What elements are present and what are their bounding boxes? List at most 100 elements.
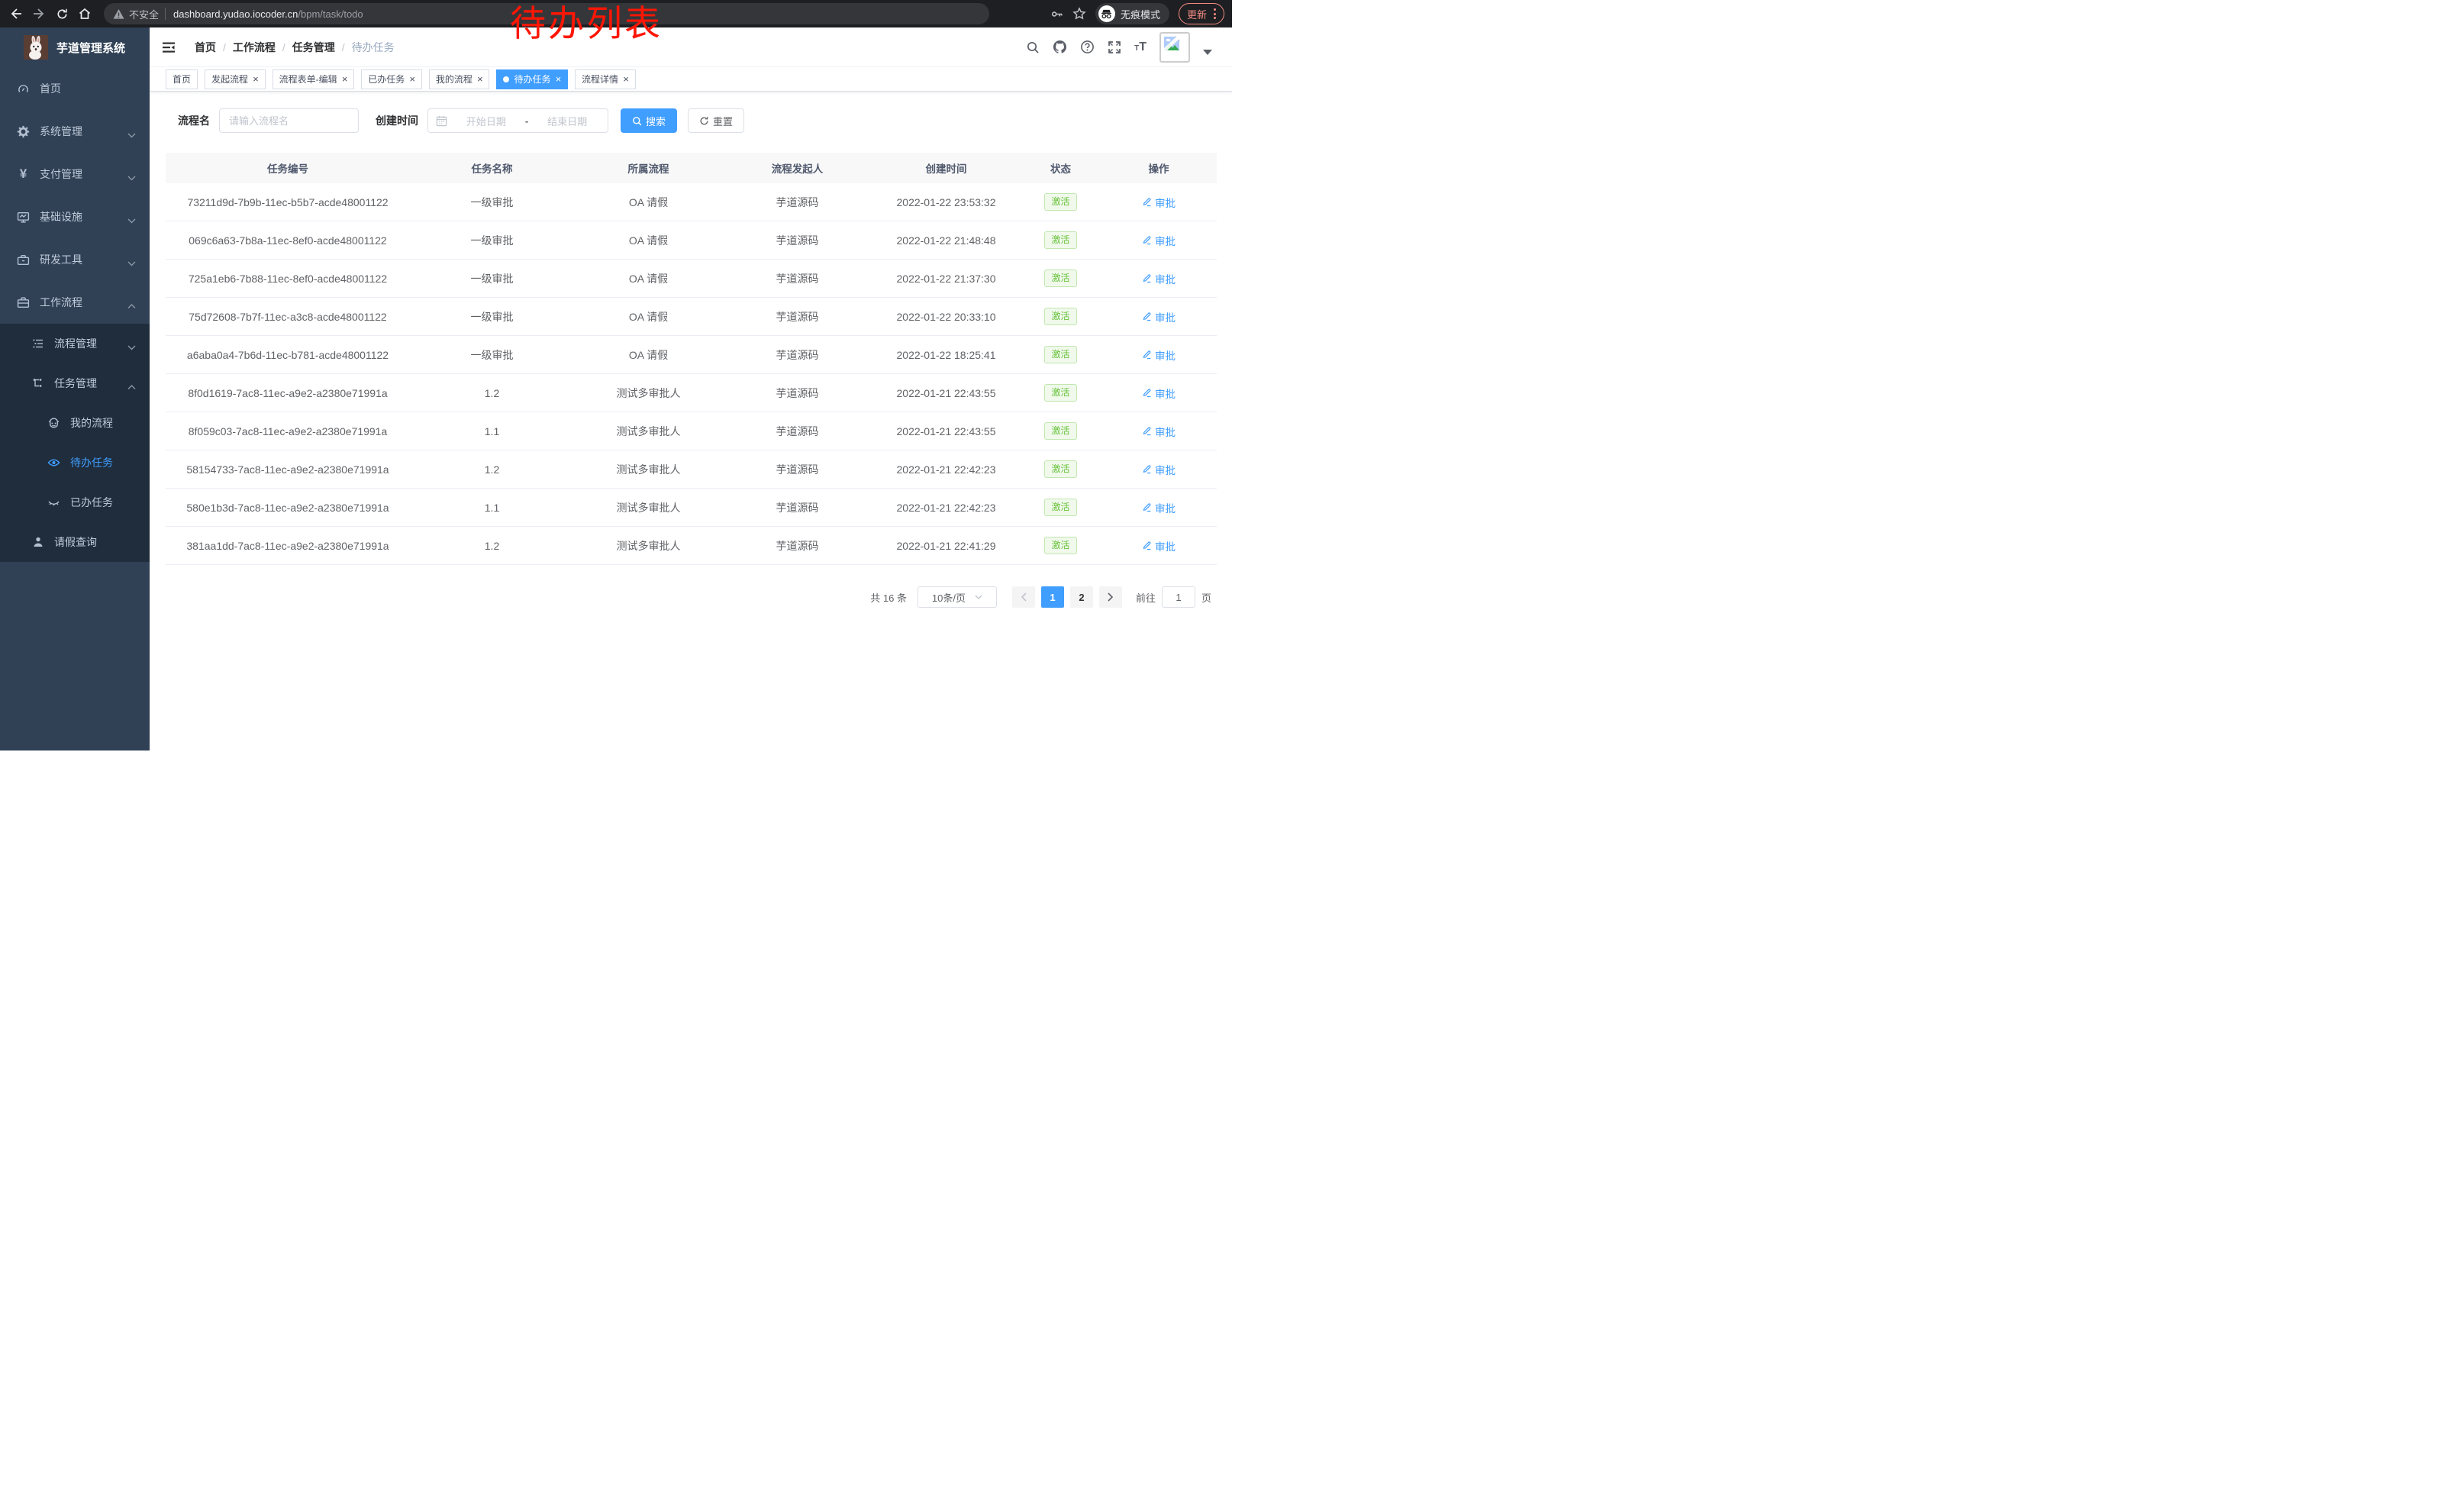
sidebar-item-pay[interactable]: ¥ 支付管理 — [0, 153, 150, 195]
page-number-button[interactable]: 1 — [1040, 586, 1064, 608]
approve-link[interactable]: 审批 — [1142, 538, 1176, 554]
browser-forward-button[interactable] — [27, 2, 50, 25]
cell-create-time: 2022-01-22 21:37:30 — [872, 259, 1021, 298]
status-badge: 激活 — [1044, 346, 1077, 363]
reset-button[interactable]: 重置 — [688, 108, 745, 133]
tab-item[interactable]: 首页 — [166, 69, 198, 89]
tab-item[interactable]: 已办任务 × — [361, 69, 422, 89]
approve-link[interactable]: 审批 — [1142, 386, 1176, 401]
search-button[interactable]: 搜索 — [621, 108, 678, 133]
search-icon[interactable] — [1026, 40, 1040, 54]
page-size-select[interactable]: 10条/页 — [917, 586, 997, 608]
table-row: 8f059c03-7ac8-11ec-a9e2-a2380e71991a 1.1 测… — [166, 412, 1217, 450]
cell-starter: 芋道源码 — [723, 183, 872, 221]
chevron-right-icon — [1108, 592, 1114, 602]
cell-status: 激活 — [1021, 221, 1101, 260]
user-avatar-broken-image[interactable] — [1159, 31, 1190, 63]
sidebar-item-infra[interactable]: 基础设施 — [0, 195, 150, 238]
app-logo[interactable]: 芋道管理系统 — [0, 27, 150, 67]
tab-item[interactable]: 发起流程 × — [205, 69, 266, 89]
cell-action: 审批 — [1101, 450, 1217, 489]
browser-menu-icon[interactable] — [1214, 8, 1216, 19]
sidebar-fold-icon[interactable] — [162, 40, 176, 54]
process-name-input[interactable] — [219, 108, 359, 133]
table-row: a6aba0a4-7b6d-11ec-b781-acde48001122 一级审批… — [166, 335, 1217, 374]
fullscreen-icon[interactable] — [1108, 40, 1121, 54]
tab-close-icon[interactable]: × — [409, 73, 415, 85]
approve-link[interactable]: 审批 — [1142, 462, 1176, 477]
cell-process: 测试多审批人 — [574, 450, 723, 489]
sidebar-item-leave-query[interactable]: 请假查询 — [0, 522, 150, 562]
tab-close-icon[interactable]: × — [623, 73, 629, 85]
back-arrow-icon — [11, 8, 21, 19]
cell-process: 测试多审批人 — [574, 488, 723, 527]
password-key-icon[interactable] — [1050, 8, 1063, 21]
sidebar-item-my-process[interactable]: 我的流程 — [0, 403, 150, 443]
approve-link[interactable]: 审批 — [1142, 233, 1176, 248]
help-icon[interactable] — [1080, 40, 1095, 54]
page-number-button[interactable]: 2 — [1069, 586, 1093, 608]
cell-create-time: 2022-01-22 23:53:32 — [872, 183, 1021, 221]
reset-button-label: 重置 — [713, 115, 734, 128]
approve-link[interactable]: 审批 — [1142, 424, 1176, 439]
sidebar-item-task-mgmt[interactable]: 任务管理 — [0, 363, 150, 403]
cell-starter: 芋道源码 — [723, 412, 872, 450]
sidebar-item-devtools[interactable]: 研发工具 — [0, 238, 150, 281]
browser-update-button[interactable]: 更新 — [1178, 3, 1224, 24]
font-size-icon[interactable]: TT — [1134, 40, 1147, 53]
tab-close-icon[interactable]: × — [555, 73, 562, 85]
sidebar-item-home[interactable]: 首页 — [0, 67, 150, 110]
tab-item[interactable]: 流程详情 × — [575, 69, 636, 89]
avatar-caret-icon[interactable] — [1203, 50, 1212, 55]
goto-label: 前往 — [1135, 592, 1156, 604]
cell-task-name: 1.1 — [410, 488, 574, 527]
bookmark-star-icon[interactable] — [1072, 7, 1086, 21]
breadcrumb-home[interactable]: 首页 — [195, 40, 216, 53]
sidebar-item-process-mgmt[interactable]: 流程管理 — [0, 324, 150, 363]
robot-icon — [47, 417, 60, 430]
tab-item[interactable]: 待办任务 × — [496, 69, 569, 89]
tab-label: 流程表单-编辑 — [279, 74, 337, 85]
tab-item[interactable]: 流程表单-编辑 × — [272, 69, 355, 89]
browser-back-button[interactable] — [5, 2, 27, 25]
date-range-picker[interactable]: 开始日期 - 结束日期 — [427, 108, 608, 133]
approve-link[interactable]: 审批 — [1142, 500, 1176, 515]
col-process: 所属流程 — [574, 153, 723, 183]
chevron-left-icon — [1021, 592, 1027, 602]
tab-close-icon[interactable]: × — [253, 73, 259, 85]
goto-page: 前往 页 — [1136, 586, 1211, 608]
cell-create-time: 2022-01-22 20:33:10 — [872, 297, 1021, 336]
status-badge: 激活 — [1044, 384, 1077, 402]
approve-link[interactable]: 审批 — [1142, 195, 1176, 210]
prev-page-button[interactable] — [1011, 586, 1035, 608]
sidebar-item-label: 研发工具 — [40, 253, 82, 266]
tab-close-icon[interactable]: × — [476, 73, 483, 85]
tab-item[interactable]: 我的流程 × — [428, 69, 490, 89]
browser-reload-button[interactable] — [50, 2, 73, 25]
tab-close-icon[interactable]: × — [341, 73, 348, 85]
yen-icon: ¥ — [19, 166, 27, 181]
cell-task-name: 1.1 — [410, 412, 574, 450]
navbar-actions: TT — [1026, 31, 1232, 63]
sidebar-item-todo-tasks[interactable]: 待办任务 — [0, 443, 150, 483]
next-page-button[interactable] — [1098, 586, 1122, 608]
breadcrumb-workflow[interactable]: 工作流程 — [232, 40, 276, 53]
sidebar-item-done-tasks[interactable]: 已办任务 — [0, 483, 150, 522]
approve-label: 审批 — [1155, 235, 1176, 247]
person-icon — [31, 536, 44, 548]
approve-link[interactable]: 审批 — [1142, 347, 1176, 363]
approve-link[interactable]: 审批 — [1142, 309, 1176, 324]
breadcrumb-task-mgmt[interactable]: 任务管理 — [292, 40, 335, 53]
sidebar-item-workflow[interactable]: 工作流程 — [0, 281, 150, 324]
sidebar-item-system[interactable]: 系统管理 — [0, 110, 150, 153]
address-bar[interactable]: 不安全 dashboard.yudao.iocoder.cn/bpm/task/… — [104, 3, 989, 24]
sidebar-item-label: 已办任务 — [70, 496, 113, 508]
github-icon[interactable] — [1053, 40, 1067, 54]
goto-page-input[interactable] — [1161, 586, 1195, 608]
org-tree-icon — [31, 377, 44, 389]
total-count: 共 16 条 — [870, 592, 907, 604]
cell-create-time: 2022-01-22 18:25:41 — [872, 335, 1021, 374]
approve-link[interactable]: 审批 — [1142, 271, 1176, 286]
browser-home-button[interactable] — [73, 2, 96, 25]
cell-process: OA 请假 — [574, 335, 723, 374]
